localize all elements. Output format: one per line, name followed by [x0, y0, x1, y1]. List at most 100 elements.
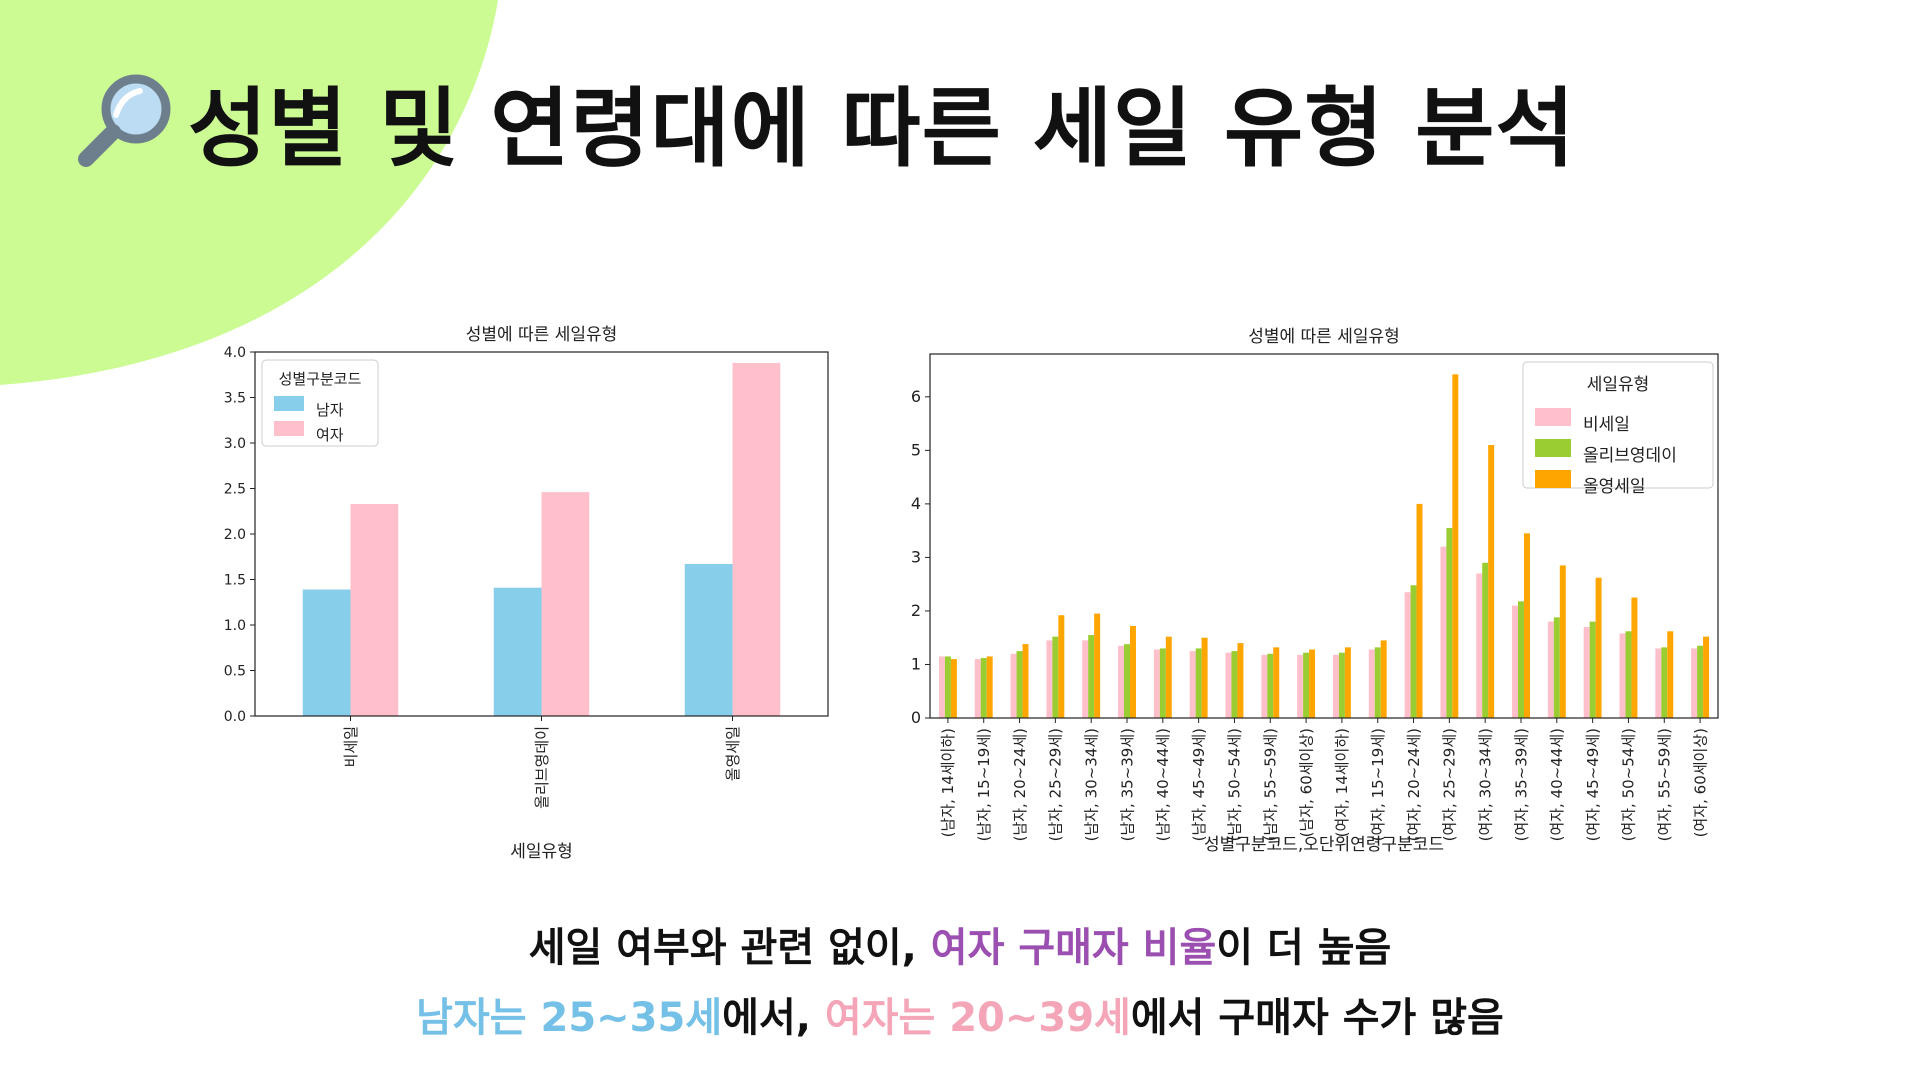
bar-2-20 — [1625, 631, 1632, 718]
bar-3-13 — [1380, 640, 1387, 718]
x-tick-label-2: (남자, 15~19세) — [975, 728, 993, 841]
bar-2-15 — [1446, 527, 1453, 718]
bar-1-11 — [1297, 654, 1304, 718]
x-tick-label-22: (여자, 60세이상) — [1691, 728, 1709, 837]
bar-3-14 — [1416, 503, 1423, 718]
bar-3-8 — [1201, 637, 1208, 718]
x-tick-label-18: (여자, 40~44세) — [1548, 728, 1566, 841]
y-tick-label: 1.5 — [224, 573, 246, 589]
x-tick-label-3: (남자, 20~24세) — [1011, 728, 1029, 841]
bar-1-17 — [1512, 605, 1519, 718]
caption-segment-1-3: 이 더 높음 — [1216, 925, 1392, 971]
bar-2-3 — [1016, 651, 1023, 718]
y-tick-label: 3.5 — [224, 391, 246, 407]
bar-2-5 — [1088, 635, 1095, 718]
bar-2-11 — [1303, 652, 1310, 718]
chart-sale-type-by-gender-age: 성별에 따른 세일유형 0 1 2 3 4 5 6 (남자, 14세이하) (남자, 15~19세… — [911, 327, 1719, 855]
bar-1-2 — [493, 587, 542, 716]
x-tick-label-20: (여자, 50~54세) — [1620, 728, 1638, 841]
bar-3-17 — [1523, 533, 1530, 718]
bar-1-12 — [1332, 654, 1339, 718]
x-tick-label-10: (남자, 55~59세) — [1262, 728, 1280, 841]
y-tick-label: 4 — [911, 494, 921, 513]
bar-1-18 — [1547, 621, 1554, 718]
y-tick-label: 1.0 — [224, 618, 246, 634]
chart-title: 성별에 따른 세일유형 — [1248, 327, 1400, 347]
bar-1-8 — [1189, 651, 1196, 718]
legend-label-3: 올영세일 — [1583, 477, 1646, 497]
bar-1-1 — [302, 589, 351, 716]
bar-1-9 — [1225, 652, 1232, 718]
y-tick-label: 0.0 — [224, 709, 246, 725]
bar-3-1 — [950, 659, 957, 718]
caption-segment-2-3: 여자는 20~39세 — [824, 995, 1131, 1041]
bar-2-8 — [1195, 648, 1202, 718]
bar-2-14 — [1410, 585, 1417, 718]
x-tick-label-21: (여자, 55~59세) — [1656, 728, 1674, 841]
x-tick-label-12: (여자, 14세이하) — [1333, 728, 1351, 837]
bar-3-4 — [1058, 615, 1065, 718]
y-tick-label: 3.0 — [224, 436, 246, 452]
x-tick-label-8: (남자, 45~49세) — [1190, 728, 1208, 841]
bar-3-20 — [1631, 597, 1638, 718]
plot-frame — [254, 351, 829, 717]
x-tick-label-5: (남자, 30~34세) — [1082, 728, 1100, 841]
x-tick-label-2: 올리브영데이 — [533, 726, 551, 809]
caption-segment-2-4: 에서 구매자 수가 많음 — [1130, 995, 1504, 1041]
x-tick-label-1: 비세일 — [342, 726, 360, 767]
y-tick-label: 5 — [911, 440, 921, 459]
bar-1-10 — [1261, 654, 1268, 718]
bar-3-11 — [1309, 649, 1316, 718]
x-tick-label-14: (여자, 20~24세) — [1405, 728, 1423, 841]
bar-2-18 — [1553, 617, 1560, 718]
bar-2-19 — [1589, 621, 1596, 718]
y-tick-label: 2.0 — [224, 527, 246, 543]
x-tick-label-9: (남자, 50~54세) — [1226, 728, 1244, 841]
page-title-row: 성별 및 연령대에 따른 세일 유형 분석 — [70, 60, 1575, 180]
bar-1-7 — [1153, 649, 1160, 718]
x-axis-label: 성별구분코드,오단위연령구분코드 — [1204, 835, 1444, 855]
x-tick-label-15: (여자, 25~29세) — [1441, 728, 1459, 841]
bar-1-1 — [938, 656, 945, 718]
legend-title: 성별구분코드 — [279, 370, 362, 388]
bar-2-22 — [1697, 645, 1704, 718]
legend-label-1: 비세일 — [1583, 415, 1630, 435]
bar-3-9 — [1237, 643, 1244, 718]
bar-3-18 — [1559, 565, 1566, 718]
caption-segment-2-1: 남자는 25~35세 — [416, 995, 723, 1041]
bar-2-1 — [350, 503, 399, 716]
bar-3-22 — [1703, 636, 1710, 718]
bar-3-15 — [1452, 374, 1459, 718]
x-tick-label-19: (여자, 45~49세) — [1584, 728, 1602, 841]
x-tick-label-3: 올영세일 — [724, 726, 742, 781]
bar-2-2 — [541, 492, 590, 716]
chart-title: 성별에 따른 세일유형 — [466, 325, 618, 345]
bar-1-14 — [1404, 592, 1411, 718]
bar-1-22 — [1691, 648, 1698, 718]
x-tick-label-4: (남자, 25~29세) — [1047, 728, 1065, 841]
y-tick-label: 3 — [911, 547, 921, 566]
legend-label-2: 올리브영데이 — [1583, 446, 1677, 466]
bar-1-5 — [1082, 640, 1089, 718]
x-tick-label-7: (남자, 40~44세) — [1154, 728, 1172, 841]
bar-2-12 — [1338, 652, 1345, 718]
bar-3-5 — [1094, 613, 1101, 718]
bar-1-21 — [1655, 648, 1662, 718]
legend-title: 세일유형 — [1587, 375, 1650, 395]
bar-1-2 — [974, 659, 981, 718]
bar-1-6 — [1118, 645, 1125, 718]
bar-2-6 — [1124, 644, 1130, 718]
bar-1-19 — [1583, 627, 1590, 718]
legend-swatch-2 — [1535, 439, 1571, 457]
legend-label-1: 남자 — [316, 401, 344, 419]
bar-3-7 — [1165, 636, 1172, 718]
chart-sale-type-by-gender: 성별에 따른 세일유형 0.0 0.5 1.0 1.5 2.0 2.5 3.0 3.5 4.0 비세… — [224, 325, 829, 862]
page-title: 성별 및 연령대에 따른 세일 유형 분석 — [188, 78, 1576, 179]
y-tick-label: 6 — [911, 387, 921, 406]
x-tick-label-13: (여자, 15~19세) — [1369, 728, 1387, 841]
bar-1-16 — [1476, 573, 1483, 718]
bar-2-1 — [944, 656, 951, 718]
legend-swatch-1 — [274, 396, 304, 411]
bar-2-4 — [1052, 636, 1059, 718]
bar-1-4 — [1046, 640, 1053, 718]
